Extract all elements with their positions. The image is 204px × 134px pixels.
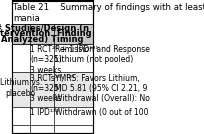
Text: Remission and Response 
Lithium (not pooled): Remission and Response Lithium (not pool… bbox=[55, 45, 152, 64]
Text: YMRS: Favors Lithium,
MD 5.81 (95% CI 2.21, 9
Withdrawal (Overall): No: YMRS: Favors Lithium, MD 5.81 (95% CI 2.… bbox=[55, 74, 150, 103]
Bar bbox=[12, 107, 93, 125]
Text: Table 21    Summary of findings with at least low-strength ev
mania: Table 21 Summary of findings with at lea… bbox=[13, 3, 204, 23]
Text: Withdrawn (0 out of 100: Withdrawn (0 out of 100 bbox=[55, 108, 148, 117]
Text: 1 RCT²⁵ + 1 IPD¹³¹
(n=325)
3 weeks: 1 RCT²⁵ + 1 IPD¹³¹ (n=325) 3 weeks bbox=[30, 45, 99, 75]
Text: Finding: Finding bbox=[56, 29, 92, 38]
Bar bbox=[12, 44, 93, 72]
Bar bbox=[12, 72, 93, 107]
Text: Lithium vs.
placebo: Lithium vs. placebo bbox=[0, 78, 42, 98]
Bar bbox=[12, 24, 93, 44]
Text: # Studies/Design (n
Analyzed) Timing: # Studies/Design (n Analyzed) Timing bbox=[0, 24, 89, 44]
Text: Intervention: Intervention bbox=[0, 29, 50, 38]
Text: 1 IPD¹³¹: 1 IPD¹³¹ bbox=[30, 108, 59, 117]
Text: 3 RCTs²⁵, ¹³¹
(n=325)
3 weeks: 3 RCTs²⁵, ¹³¹ (n=325) 3 weeks bbox=[30, 74, 75, 103]
